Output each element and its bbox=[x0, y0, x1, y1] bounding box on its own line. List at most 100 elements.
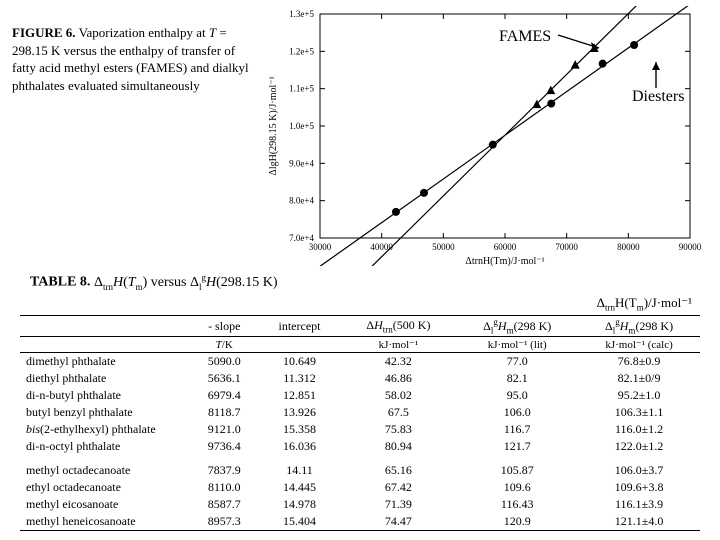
column-subheader: T/K bbox=[190, 337, 258, 353]
data-cell: 58.02 bbox=[341, 387, 457, 404]
table-header-row-2: T/KkJ·mol⁻¹kJ·mol⁻¹ (lit)kJ·mol⁻¹ (calc) bbox=[20, 337, 700, 353]
data-cell: 75.83 bbox=[341, 421, 457, 438]
data-cell: 95.0 bbox=[456, 387, 578, 404]
compound-name: bis(2-ethylhexyl) phthalate bbox=[20, 421, 190, 438]
compound-name: methyl octadecanoate bbox=[20, 455, 190, 479]
table-row: ethyl octadecanoate8110.014.44567.42109.… bbox=[20, 479, 700, 496]
data-cell: 12.851 bbox=[258, 387, 340, 404]
compound-name: ethyl octadecanoate bbox=[20, 479, 190, 496]
data-cell: 11.312 bbox=[258, 370, 340, 387]
table-title: TABLE 8. bbox=[30, 275, 90, 290]
table-body: dimethyl phthalate5090.010.64942.3277.07… bbox=[20, 353, 700, 531]
table-row: methyl eicosanoate8587.714.97871.39116.4… bbox=[20, 496, 700, 513]
data-cell: 9736.4 bbox=[190, 438, 258, 455]
table-row: diethyl phthalate5636.111.31246.8682.182… bbox=[20, 370, 700, 387]
table-row: dimethyl phthalate5090.010.64942.3277.07… bbox=[20, 353, 700, 371]
data-cell: 14.978 bbox=[258, 496, 340, 513]
table-row: butyl benzyl phthalate8118.713.92667.510… bbox=[20, 404, 700, 421]
column-subheader: kJ·mol⁻¹ (lit) bbox=[456, 337, 578, 353]
column-subheader: kJ·mol⁻¹ bbox=[341, 337, 457, 353]
svg-text:30000: 30000 bbox=[309, 242, 332, 252]
data-cell: 95.2±1.0 bbox=[578, 387, 700, 404]
data-cell: 65.16 bbox=[341, 455, 457, 479]
compound-name: diethyl phthalate bbox=[20, 370, 190, 387]
svg-text:70000: 70000 bbox=[555, 242, 578, 252]
data-cell: 8957.3 bbox=[190, 513, 258, 531]
svg-text:8.0e+4: 8.0e+4 bbox=[289, 196, 314, 206]
svg-text:7.0e+4: 7.0e+4 bbox=[289, 233, 314, 243]
column-header: ΔHtrn(500 K) bbox=[341, 316, 457, 337]
data-cell: 67.5 bbox=[341, 404, 457, 421]
table-row: methyl heneicosanoate8957.315.40474.4712… bbox=[20, 513, 700, 531]
data-cell: 105.87 bbox=[456, 455, 578, 479]
data-cell: 82.1±0/9 bbox=[578, 370, 700, 387]
svg-text:1.1e+5: 1.1e+5 bbox=[289, 84, 314, 94]
data-cell: 122.0±1.2 bbox=[578, 438, 700, 455]
table-caption-text: ΔtrnH(Tm) versus ΔlgH(298.15 K) bbox=[90, 275, 277, 290]
column-header: ΔlgHm(298 K) bbox=[456, 316, 578, 337]
scatter-chart: 300004000050000600007000080000900007.0e+… bbox=[262, 6, 702, 266]
figure-title: FIGURE 6. bbox=[12, 25, 76, 40]
compound-name: di-n-butyl phthalate bbox=[20, 387, 190, 404]
column-header: intercept bbox=[258, 316, 340, 337]
diesters-annotation: Diesters bbox=[632, 88, 684, 106]
svg-text:1.0e+5: 1.0e+5 bbox=[289, 121, 314, 131]
svg-text:90000: 90000 bbox=[679, 242, 702, 252]
data-cell: 76.8±0.9 bbox=[578, 353, 700, 371]
table-right-note: ΔtrnH(Tm)/J·mol⁻¹ bbox=[0, 295, 692, 313]
data-cell: 13.926 bbox=[258, 404, 340, 421]
column-header: ΔlgHm(298 K) bbox=[578, 316, 700, 337]
data-cell: 9121.0 bbox=[190, 421, 258, 438]
svg-text:60000: 60000 bbox=[494, 242, 517, 252]
data-cell: 121.7 bbox=[456, 438, 578, 455]
data-cell: 15.404 bbox=[258, 513, 340, 531]
compound-name: butyl benzyl phthalate bbox=[20, 404, 190, 421]
data-cell: 77.0 bbox=[456, 353, 578, 371]
svg-text:1.3e+5: 1.3e+5 bbox=[289, 9, 314, 19]
data-table: - slopeinterceptΔHtrn(500 K)ΔlgHm(298 K)… bbox=[20, 315, 700, 531]
column-subheader bbox=[20, 337, 190, 353]
table-header-row-1: - slopeinterceptΔHtrn(500 K)ΔlgHm(298 K)… bbox=[20, 316, 700, 337]
data-cell: 106.0 bbox=[456, 404, 578, 421]
data-cell: 5636.1 bbox=[190, 370, 258, 387]
data-cell: 8118.7 bbox=[190, 404, 258, 421]
data-cell: 80.94 bbox=[341, 438, 457, 455]
svg-text:80000: 80000 bbox=[617, 242, 640, 252]
fames-annotation: FAMES bbox=[497, 28, 553, 46]
compound-name: methyl eicosanoate bbox=[20, 496, 190, 513]
data-cell: 82.1 bbox=[456, 370, 578, 387]
chart-container: 300004000050000600007000080000900007.0e+… bbox=[262, 6, 702, 266]
table-caption: TABLE 8. ΔtrnH(Tm) versus ΔlgH(298.15 K) bbox=[30, 272, 720, 291]
data-cell: 106.0±3.7 bbox=[578, 455, 700, 479]
data-cell: 116.1±3.9 bbox=[578, 496, 700, 513]
column-subheader bbox=[258, 337, 340, 353]
column-header bbox=[20, 316, 190, 337]
data-cell: 16.036 bbox=[258, 438, 340, 455]
compound-name: dimethyl phthalate bbox=[20, 353, 190, 371]
table-row: di-n-octyl phthalate9736.416.03680.94121… bbox=[20, 438, 700, 455]
data-cell: 5090.0 bbox=[190, 353, 258, 371]
data-cell: 15.358 bbox=[258, 421, 340, 438]
column-header: - slope bbox=[190, 316, 258, 337]
data-cell: 109.6+3.8 bbox=[578, 479, 700, 496]
svg-text:ΔlgH(298.15 K)/J·mol⁻¹: ΔlgH(298.15 K)/J·mol⁻¹ bbox=[268, 76, 279, 175]
data-cell: 116.7 bbox=[456, 421, 578, 438]
table-row: di-n-butyl phthalate6979.412.85158.0295.… bbox=[20, 387, 700, 404]
compound-name: methyl heneicosanoate bbox=[20, 513, 190, 531]
svg-text:ΔtrnH(Tm)/J·mol⁻¹: ΔtrnH(Tm)/J·mol⁻¹ bbox=[465, 256, 544, 266]
data-cell: 109.6 bbox=[456, 479, 578, 496]
data-cell: 71.39 bbox=[341, 496, 457, 513]
data-cell: 74.47 bbox=[341, 513, 457, 531]
data-cell: 6979.4 bbox=[190, 387, 258, 404]
data-cell: 42.32 bbox=[341, 353, 457, 371]
data-cell: 116.43 bbox=[456, 496, 578, 513]
data-cell: 8587.7 bbox=[190, 496, 258, 513]
data-cell: 14.445 bbox=[258, 479, 340, 496]
data-cell: 120.9 bbox=[456, 513, 578, 531]
figure-caption: FIGURE 6. Vaporization enthalpy at T = 2… bbox=[12, 6, 262, 266]
data-cell: 14.11 bbox=[258, 455, 340, 479]
data-cell: 106.3±1.1 bbox=[578, 404, 700, 421]
table-row: bis(2-ethylhexyl) phthalate9121.015.3587… bbox=[20, 421, 700, 438]
svg-text:50000: 50000 bbox=[432, 242, 455, 252]
svg-text:9.0e+4: 9.0e+4 bbox=[289, 158, 314, 168]
